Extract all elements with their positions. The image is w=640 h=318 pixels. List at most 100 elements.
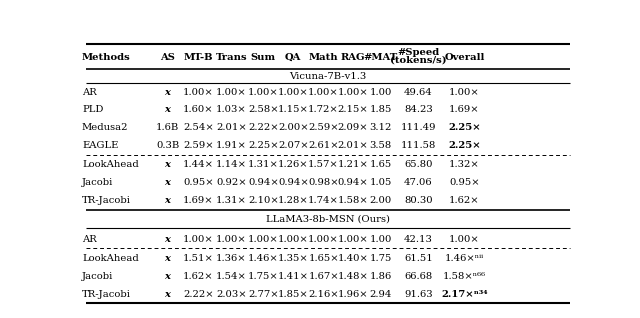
- Text: x: x: [164, 178, 170, 187]
- Text: Medusa2: Medusa2: [82, 123, 129, 132]
- Text: 91.63: 91.63: [404, 289, 433, 299]
- Text: 2.22×: 2.22×: [183, 289, 214, 299]
- Text: QA: QA: [285, 53, 301, 62]
- Text: EAGLE: EAGLE: [82, 141, 118, 150]
- Text: 1.41×: 1.41×: [278, 272, 308, 281]
- Text: TR-Jacobi: TR-Jacobi: [82, 196, 131, 205]
- Text: AS: AS: [160, 53, 175, 62]
- Text: 1.00×: 1.00×: [308, 87, 339, 97]
- Text: 1.74×: 1.74×: [308, 196, 339, 205]
- Text: 2.61×: 2.61×: [308, 141, 339, 150]
- Text: 1.65×: 1.65×: [308, 254, 339, 263]
- Text: Vicuna-7B-v1.3: Vicuna-7B-v1.3: [289, 72, 367, 81]
- Text: 1.57×: 1.57×: [308, 160, 339, 169]
- Text: 0.95×: 0.95×: [183, 178, 214, 187]
- Text: x: x: [164, 87, 170, 97]
- Text: 1.05: 1.05: [369, 178, 392, 187]
- Text: 66.68: 66.68: [404, 272, 433, 281]
- Text: 2.01×: 2.01×: [216, 123, 247, 132]
- Text: 0.94×: 0.94×: [248, 178, 278, 187]
- Text: 1.00×: 1.00×: [183, 87, 214, 97]
- Text: 1.48×: 1.48×: [337, 272, 368, 281]
- Text: Sum: Sum: [251, 53, 276, 62]
- Text: MT-B: MT-B: [184, 53, 213, 62]
- Text: 2.15×: 2.15×: [337, 105, 368, 114]
- Text: 111.58: 111.58: [401, 141, 436, 150]
- Text: 0.95×: 0.95×: [449, 178, 480, 187]
- Text: 1.31×: 1.31×: [248, 160, 278, 169]
- Text: 1.6B: 1.6B: [156, 123, 179, 132]
- Text: 1.00: 1.00: [369, 87, 392, 97]
- Text: 1.96×: 1.96×: [337, 289, 368, 299]
- Text: 1.31×: 1.31×: [216, 196, 247, 205]
- Text: 2.03×: 2.03×: [216, 289, 247, 299]
- Text: 1.62×: 1.62×: [183, 272, 214, 281]
- Text: 2.59×: 2.59×: [308, 123, 339, 132]
- Text: Math: Math: [308, 53, 339, 62]
- Text: 2.16×: 2.16×: [308, 289, 339, 299]
- Text: x: x: [164, 254, 170, 263]
- Text: 0.3B: 0.3B: [156, 141, 179, 150]
- Text: 1.69×: 1.69×: [449, 105, 480, 114]
- Text: 2.59×: 2.59×: [183, 141, 214, 150]
- Text: 111.49: 111.49: [401, 123, 436, 132]
- Text: 1.40×: 1.40×: [337, 254, 368, 263]
- Text: 0.94×: 0.94×: [278, 178, 308, 187]
- Text: 1.60×: 1.60×: [183, 105, 214, 114]
- Text: 1.51×: 1.51×: [183, 254, 214, 263]
- Text: 2.00×: 2.00×: [278, 123, 308, 132]
- Text: #MAT: #MAT: [364, 53, 397, 62]
- Text: 2.09×: 2.09×: [337, 123, 368, 132]
- Text: 3.58: 3.58: [369, 141, 392, 150]
- Text: x: x: [164, 196, 170, 205]
- Text: 2.17×ⁿ³⁴: 2.17×ⁿ³⁴: [441, 289, 488, 299]
- Text: 1.28×: 1.28×: [278, 196, 308, 205]
- Text: 1.46×: 1.46×: [248, 254, 278, 263]
- Text: LLaMA3-8b-MSN (Ours): LLaMA3-8b-MSN (Ours): [266, 215, 390, 224]
- Text: 1.00×: 1.00×: [278, 87, 308, 97]
- Text: 1.00: 1.00: [369, 235, 392, 244]
- Text: 2.22×: 2.22×: [248, 123, 278, 132]
- Text: 1.26×: 1.26×: [278, 160, 308, 169]
- Text: 49.64: 49.64: [404, 87, 433, 97]
- Text: 1.03×: 1.03×: [216, 105, 247, 114]
- Text: 1.00×: 1.00×: [308, 235, 339, 244]
- Text: TR-Jacobi: TR-Jacobi: [82, 289, 131, 299]
- Text: 1.85: 1.85: [369, 105, 392, 114]
- Text: 1.44×: 1.44×: [183, 160, 214, 169]
- Text: LookAhead: LookAhead: [82, 160, 139, 169]
- Text: 1.67×: 1.67×: [308, 272, 339, 281]
- Text: AR: AR: [82, 235, 97, 244]
- Text: 80.30: 80.30: [404, 196, 433, 205]
- Text: x: x: [164, 289, 170, 299]
- Text: 0.92×: 0.92×: [216, 178, 247, 187]
- Text: x: x: [164, 105, 170, 114]
- Text: RAG: RAG: [340, 53, 365, 62]
- Text: 2.25×: 2.25×: [248, 141, 278, 150]
- Text: 47.06: 47.06: [404, 178, 433, 187]
- Text: 2.01×: 2.01×: [337, 141, 368, 150]
- Text: #Speed: #Speed: [397, 48, 440, 57]
- Text: x: x: [164, 272, 170, 281]
- Text: Jacobi: Jacobi: [82, 272, 113, 281]
- Text: 1.32×: 1.32×: [449, 160, 480, 169]
- Text: 1.00×: 1.00×: [248, 235, 278, 244]
- Text: 0.98×: 0.98×: [308, 178, 339, 187]
- Text: (tokens/s): (tokens/s): [390, 56, 447, 65]
- Text: 61.51: 61.51: [404, 254, 433, 263]
- Text: 1.85×: 1.85×: [278, 289, 308, 299]
- Text: 1.72×: 1.72×: [308, 105, 339, 114]
- Text: 2.25×: 2.25×: [448, 141, 481, 150]
- Text: 2.00: 2.00: [369, 196, 392, 205]
- Text: 2.07×: 2.07×: [278, 141, 308, 150]
- Text: 2.77×: 2.77×: [248, 289, 278, 299]
- Text: 0.94×: 0.94×: [337, 178, 368, 187]
- Text: 1.00×: 1.00×: [278, 235, 308, 244]
- Text: x: x: [164, 160, 170, 169]
- Text: Methods: Methods: [82, 53, 131, 62]
- Text: 1.00×: 1.00×: [449, 235, 480, 244]
- Text: 1.58×: 1.58×: [337, 196, 368, 205]
- Text: 1.00×: 1.00×: [449, 87, 480, 97]
- Text: 1.62×: 1.62×: [449, 196, 480, 205]
- Text: 2.94: 2.94: [369, 289, 392, 299]
